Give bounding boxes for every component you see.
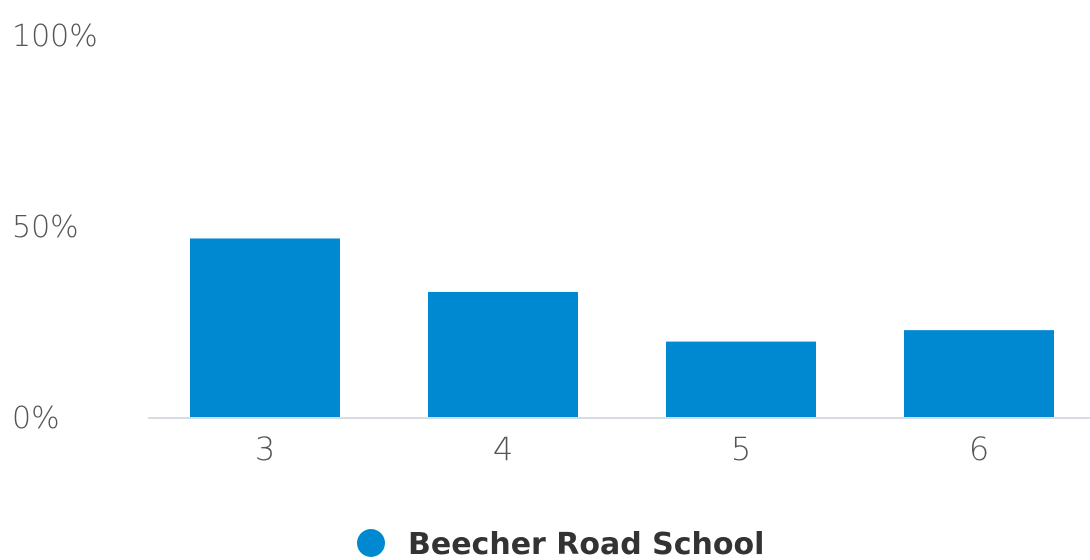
y-tick-label: 0% bbox=[12, 401, 60, 436]
x-tick-label: 3 bbox=[255, 430, 275, 468]
x-tick-label: 4 bbox=[493, 430, 513, 468]
legend: Beecher Road School bbox=[357, 527, 764, 560]
x-tick-label: 5 bbox=[731, 430, 751, 468]
bars bbox=[190, 238, 1054, 418]
legend-marker-icon bbox=[357, 529, 385, 557]
bar-4[interactable] bbox=[428, 291, 578, 418]
bar-3[interactable] bbox=[190, 238, 340, 418]
legend-label[interactable]: Beecher Road School bbox=[408, 527, 764, 560]
x-tick-label: 6 bbox=[969, 430, 989, 468]
bar-6[interactable] bbox=[904, 330, 1054, 418]
y-axis: 0% 50% 100% bbox=[12, 19, 98, 436]
bar-5[interactable] bbox=[666, 341, 816, 418]
y-tick-label: 100% bbox=[12, 19, 98, 54]
y-tick-label: 50% bbox=[12, 210, 79, 245]
x-axis: 3 4 5 6 bbox=[255, 430, 989, 468]
